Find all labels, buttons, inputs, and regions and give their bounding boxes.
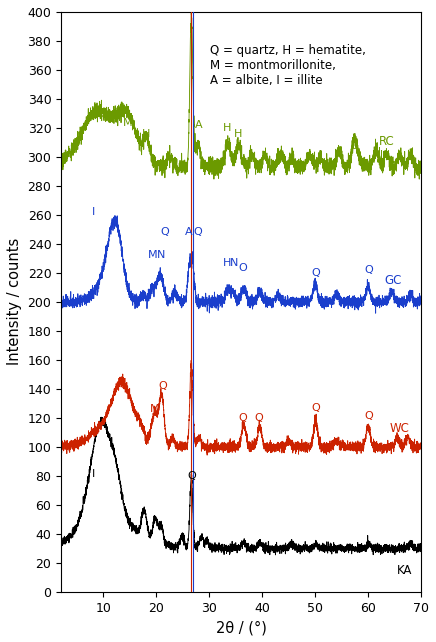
Text: RC: RC [379, 135, 395, 148]
Text: M: M [117, 378, 126, 388]
Text: H: H [234, 128, 242, 139]
Text: KA: KA [397, 564, 412, 577]
Text: Q = quartz, H = hematite,
M = montmorillonite,
A = albite, I = illite: Q = quartz, H = hematite, M = montmorill… [211, 44, 366, 87]
Text: Q: Q [158, 381, 167, 391]
Text: M: M [148, 250, 157, 261]
Text: H: H [351, 144, 360, 155]
Text: I: I [203, 541, 206, 550]
Text: N: N [157, 250, 165, 261]
Text: H: H [142, 128, 150, 139]
X-axis label: 2θ / (°): 2θ / (°) [216, 620, 266, 635]
Text: Q: Q [364, 265, 373, 275]
Text: Q: Q [238, 413, 247, 422]
Text: M: M [150, 404, 160, 414]
Text: Q: Q [187, 471, 196, 481]
Text: Q: Q [194, 227, 202, 237]
Text: I: I [152, 516, 155, 526]
Text: WC: WC [389, 422, 409, 435]
Text: GC: GC [384, 275, 402, 288]
Text: A: A [184, 227, 192, 237]
Text: I: I [92, 207, 95, 217]
Text: O: O [238, 263, 247, 273]
Text: Q: Q [254, 413, 263, 422]
Text: Q: Q [160, 227, 169, 237]
Text: H: H [222, 123, 231, 133]
Text: Q: Q [311, 403, 320, 413]
Text: A: A [194, 120, 202, 130]
Text: Q: Q [364, 412, 373, 421]
Text: H: H [222, 257, 231, 268]
Text: I: I [92, 469, 95, 480]
Y-axis label: Intensity / counts: Intensity / counts [7, 238, 22, 365]
Text: Q: Q [311, 268, 320, 278]
Text: N: N [229, 257, 238, 268]
Text: I: I [140, 508, 144, 518]
Text: M: M [123, 119, 132, 128]
